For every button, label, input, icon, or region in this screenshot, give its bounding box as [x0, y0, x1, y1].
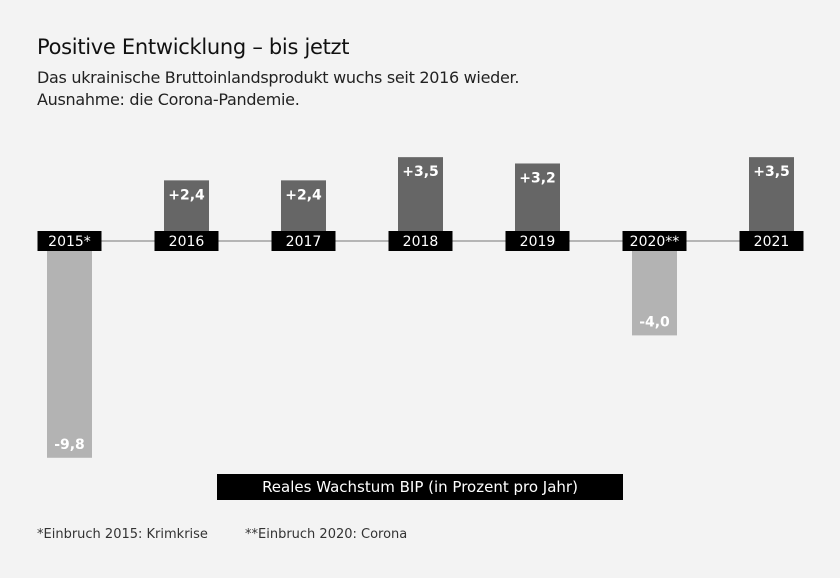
category-label-box [388, 231, 453, 251]
bar-2019 [515, 163, 560, 231]
chart-subtitle: Das ukrainische Bruttoinlandsprodukt wuc… [37, 67, 519, 111]
data-label: -4,0 [639, 314, 670, 330]
category-label-box [37, 231, 102, 251]
data-label: +3,2 [519, 170, 556, 186]
category-label: 2017 [286, 234, 322, 250]
subtitle-line: Ausnahme: die Corona-Pandemie. [37, 90, 300, 109]
category-label: 2019 [520, 234, 556, 250]
footnote-2015: *Einbruch 2015: Krimkrise [37, 527, 208, 542]
category-label-box [739, 231, 804, 251]
bar-2016 [164, 180, 209, 231]
category-label-box [622, 231, 687, 251]
category-label: 2021 [754, 234, 790, 250]
bar-2021 [749, 157, 794, 231]
category-label: 2020** [630, 234, 680, 250]
data-label: +2,4 [285, 187, 322, 203]
data-label: -9,8 [54, 437, 85, 453]
category-label-box [505, 231, 570, 251]
bar-2020** [632, 251, 677, 336]
category-label-box [154, 231, 219, 251]
subtitle-line: Das ukrainische Bruttoinlandsprodukt wuc… [37, 68, 520, 87]
bar-2015* [47, 251, 92, 458]
category-label: 2016 [169, 234, 205, 250]
bar-2017 [281, 180, 326, 231]
category-label: 2015* [48, 234, 91, 250]
axis-label-box: Reales Wachstum BIP (in Prozent pro Jahr… [217, 474, 623, 500]
footnote-2020: **Einbruch 2020: Corona [245, 527, 408, 542]
category-label-box [271, 231, 336, 251]
data-label: +3,5 [402, 164, 439, 180]
data-label: +2,4 [168, 187, 205, 203]
chart-title: Positive Entwicklung – bis jetzt [37, 35, 350, 59]
data-label: +3,5 [753, 164, 790, 180]
category-label: 2018 [403, 234, 439, 250]
bar-2018 [398, 157, 443, 231]
